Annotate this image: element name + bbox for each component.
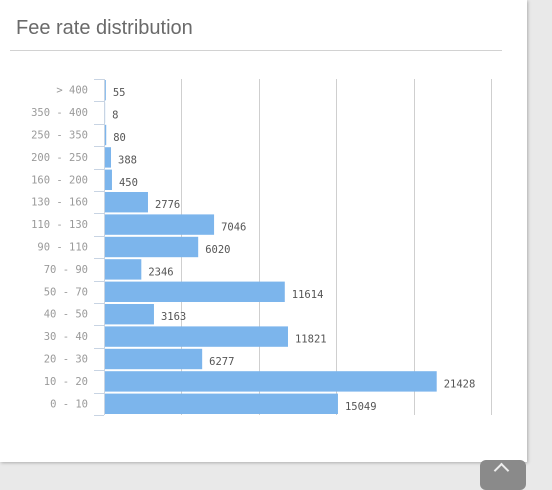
data-label: 6277 (209, 356, 234, 368)
bar (105, 304, 154, 324)
bar (105, 170, 112, 190)
data-label: 3163 (161, 311, 186, 323)
bar (105, 349, 202, 369)
category-label: 250 - 350 (31, 130, 88, 142)
category-label: 20 - 30 (44, 354, 88, 366)
data-label: 6020 (205, 244, 230, 256)
category-label: 0 - 10 (50, 398, 88, 410)
data-label: 388 (118, 154, 137, 166)
category-label: 50 - 70 (44, 286, 88, 298)
fee-rate-bar-chart: > 400 55 350 - 400 8 250 - 350 80 200 - 250 388… (0, 0, 527, 462)
bar (105, 192, 148, 212)
data-label: 2776 (155, 199, 180, 211)
category-label: 200 - 250 (31, 152, 88, 164)
bar (105, 214, 214, 234)
category-label: 10 - 20 (44, 376, 88, 388)
category-label: 40 - 50 (44, 309, 88, 321)
data-label: 7046 (221, 222, 246, 234)
scroll-to-top-button[interactable] (480, 460, 526, 490)
bar (105, 394, 338, 414)
data-label: 8 (112, 110, 118, 122)
bar (105, 237, 198, 257)
category-label: 70 - 90 (44, 264, 88, 276)
data-label: 15049 (345, 401, 377, 413)
data-label: 2346 (148, 266, 173, 278)
data-label: 11821 (295, 334, 327, 346)
data-label: 21428 (444, 378, 476, 390)
category-label: 160 - 200 (31, 174, 88, 186)
category-label: 90 - 110 (37, 242, 88, 254)
data-label: 11614 (292, 289, 324, 301)
category-label: 350 - 400 (31, 107, 88, 119)
bar (105, 80, 106, 100)
category-label: > 400 (56, 85, 88, 97)
data-label: 450 (119, 177, 138, 189)
category-label: 130 - 160 (31, 197, 88, 209)
category-label: 30 - 40 (44, 331, 88, 343)
category-label: 110 - 130 (31, 219, 88, 231)
bar (105, 125, 106, 145)
data-label: 80 (113, 132, 126, 144)
bar (105, 282, 285, 302)
bar (105, 259, 141, 279)
bar (105, 371, 437, 391)
bar (105, 326, 288, 346)
data-label: 55 (113, 87, 126, 99)
bar (105, 147, 111, 167)
